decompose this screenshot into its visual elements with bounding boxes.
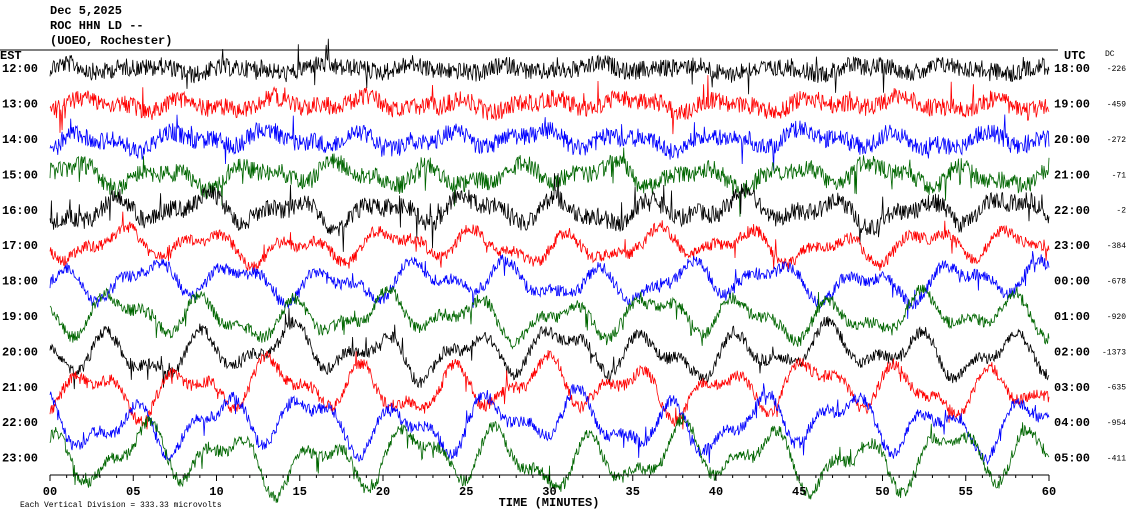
trace	[49, 38, 1050, 95]
trace	[49, 173, 1050, 252]
utc-label: 00:00	[1054, 275, 1090, 289]
est-label: 12:00	[2, 62, 38, 76]
trace	[49, 383, 1050, 466]
est-label: 19:00	[2, 310, 38, 324]
x-tick-label: 00	[43, 485, 57, 499]
est-label: 22:00	[2, 416, 38, 430]
utc-label: 20:00	[1054, 133, 1090, 147]
utc-label: 18:00	[1054, 62, 1090, 76]
est-label: 17:00	[2, 239, 38, 253]
dc-value: -920	[1107, 313, 1126, 322]
dc-value: -226	[1107, 65, 1126, 74]
trace	[49, 147, 1050, 217]
dc-value: -459	[1107, 101, 1126, 110]
x-tick-label: 45	[792, 485, 806, 499]
x-tick-label: 05	[126, 485, 140, 499]
scale-note: Each Vertical Division = 333.33 microvol…	[20, 501, 222, 510]
x-tick-label: 15	[293, 485, 307, 499]
dc-value: -272	[1107, 136, 1126, 145]
left-axis-title: EST	[0, 49, 22, 63]
est-label: 23:00	[2, 452, 38, 466]
x-tick-label: 35	[626, 485, 640, 499]
est-label: 21:00	[2, 381, 38, 395]
x-tick-label: 50	[875, 485, 889, 499]
utc-label: 22:00	[1054, 204, 1090, 218]
trace	[49, 251, 1050, 319]
dc-value: -71	[1112, 171, 1127, 180]
trace	[49, 350, 1050, 430]
dc-value: -954	[1107, 419, 1126, 428]
est-label: 14:00	[2, 133, 38, 147]
dc-title: DC	[1105, 50, 1115, 59]
utc-label: 21:00	[1054, 168, 1090, 182]
x-tick-label: 10	[209, 485, 223, 499]
x-tick-label: 40	[709, 485, 723, 499]
dc-value: -1373	[1102, 348, 1126, 357]
trace	[49, 114, 1050, 171]
utc-label: 23:00	[1054, 239, 1090, 253]
x-axis-title: TIME (MINUTES)	[499, 496, 600, 510]
station: ROC HHN LD --	[50, 19, 144, 33]
x-tick-label: 55	[959, 485, 973, 499]
utc-label: 04:00	[1054, 416, 1090, 430]
est-label: 13:00	[2, 98, 38, 112]
traces	[49, 38, 1050, 503]
trace	[49, 75, 1050, 135]
utc-label: 19:00	[1054, 98, 1090, 112]
dc-value: -678	[1107, 278, 1126, 287]
x-tick-label: 30	[542, 485, 556, 499]
est-label: 18:00	[2, 275, 38, 289]
est-label: 16:00	[2, 204, 38, 218]
right-axis-title: UTC	[1064, 49, 1086, 63]
trace	[49, 284, 1050, 350]
trace	[49, 413, 1050, 503]
dc-value: -2	[1116, 207, 1126, 216]
x-tick-label: 20	[376, 485, 390, 499]
trace	[49, 211, 1050, 271]
utc-label: 05:00	[1054, 452, 1090, 466]
est-label: 15:00	[2, 168, 38, 182]
trace	[49, 308, 1050, 390]
location: (UOEO, Rochester)	[50, 34, 172, 48]
dc-value: -384	[1107, 242, 1126, 251]
utc-label: 02:00	[1054, 345, 1090, 359]
utc-label: 03:00	[1054, 381, 1090, 395]
utc-label: 01:00	[1054, 310, 1090, 324]
date: Dec 5,2025	[50, 4, 122, 18]
x-tick-label: 25	[459, 485, 473, 499]
dc-value: -411	[1107, 455, 1126, 464]
x-tick-label: 60	[1042, 485, 1056, 499]
est-label: 20:00	[2, 345, 38, 359]
dc-value: -635	[1107, 384, 1126, 393]
